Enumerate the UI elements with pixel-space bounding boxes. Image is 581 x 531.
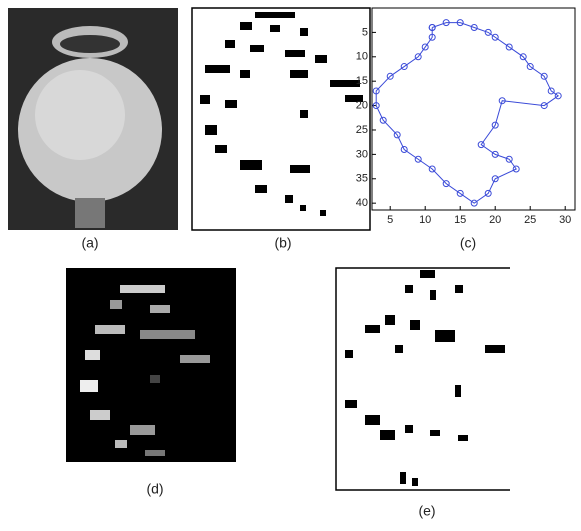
mouth: [60, 35, 120, 53]
caption: (b): [274, 235, 291, 251]
y-tick-label: 15: [356, 75, 368, 87]
x-tick-label: 20: [489, 214, 501, 226]
caption: (e): [418, 503, 435, 519]
y-tick-label: 10: [356, 51, 368, 63]
y-tick-label: 25: [356, 124, 368, 136]
y-tick-label: 5: [362, 26, 368, 38]
x-tick-label: 10: [419, 214, 431, 226]
stem: [75, 198, 105, 228]
y-tick-label: 35: [356, 173, 368, 185]
x-tick-label: 30: [559, 214, 571, 226]
y-tick-label: 30: [356, 148, 368, 160]
x-tick-label: 5: [387, 214, 393, 226]
panel-frame: [336, 268, 510, 490]
caption: (d): [146, 481, 163, 497]
pixels: [345, 270, 505, 486]
x-tick-label: 25: [524, 214, 536, 226]
figure: (a) (b) 5 10 15 20 25 30 5 10 15 20 25 30 35 40 (c) (…: [0, 0, 581, 526]
lens-highlight: [35, 70, 125, 160]
x-tick-label: 15: [454, 214, 466, 226]
y-tick-label: 40: [356, 197, 368, 209]
panel-frame: [192, 8, 370, 230]
caption: (a): [81, 235, 98, 251]
caption: (c): [460, 235, 476, 251]
y-tick-label: 20: [356, 99, 368, 111]
